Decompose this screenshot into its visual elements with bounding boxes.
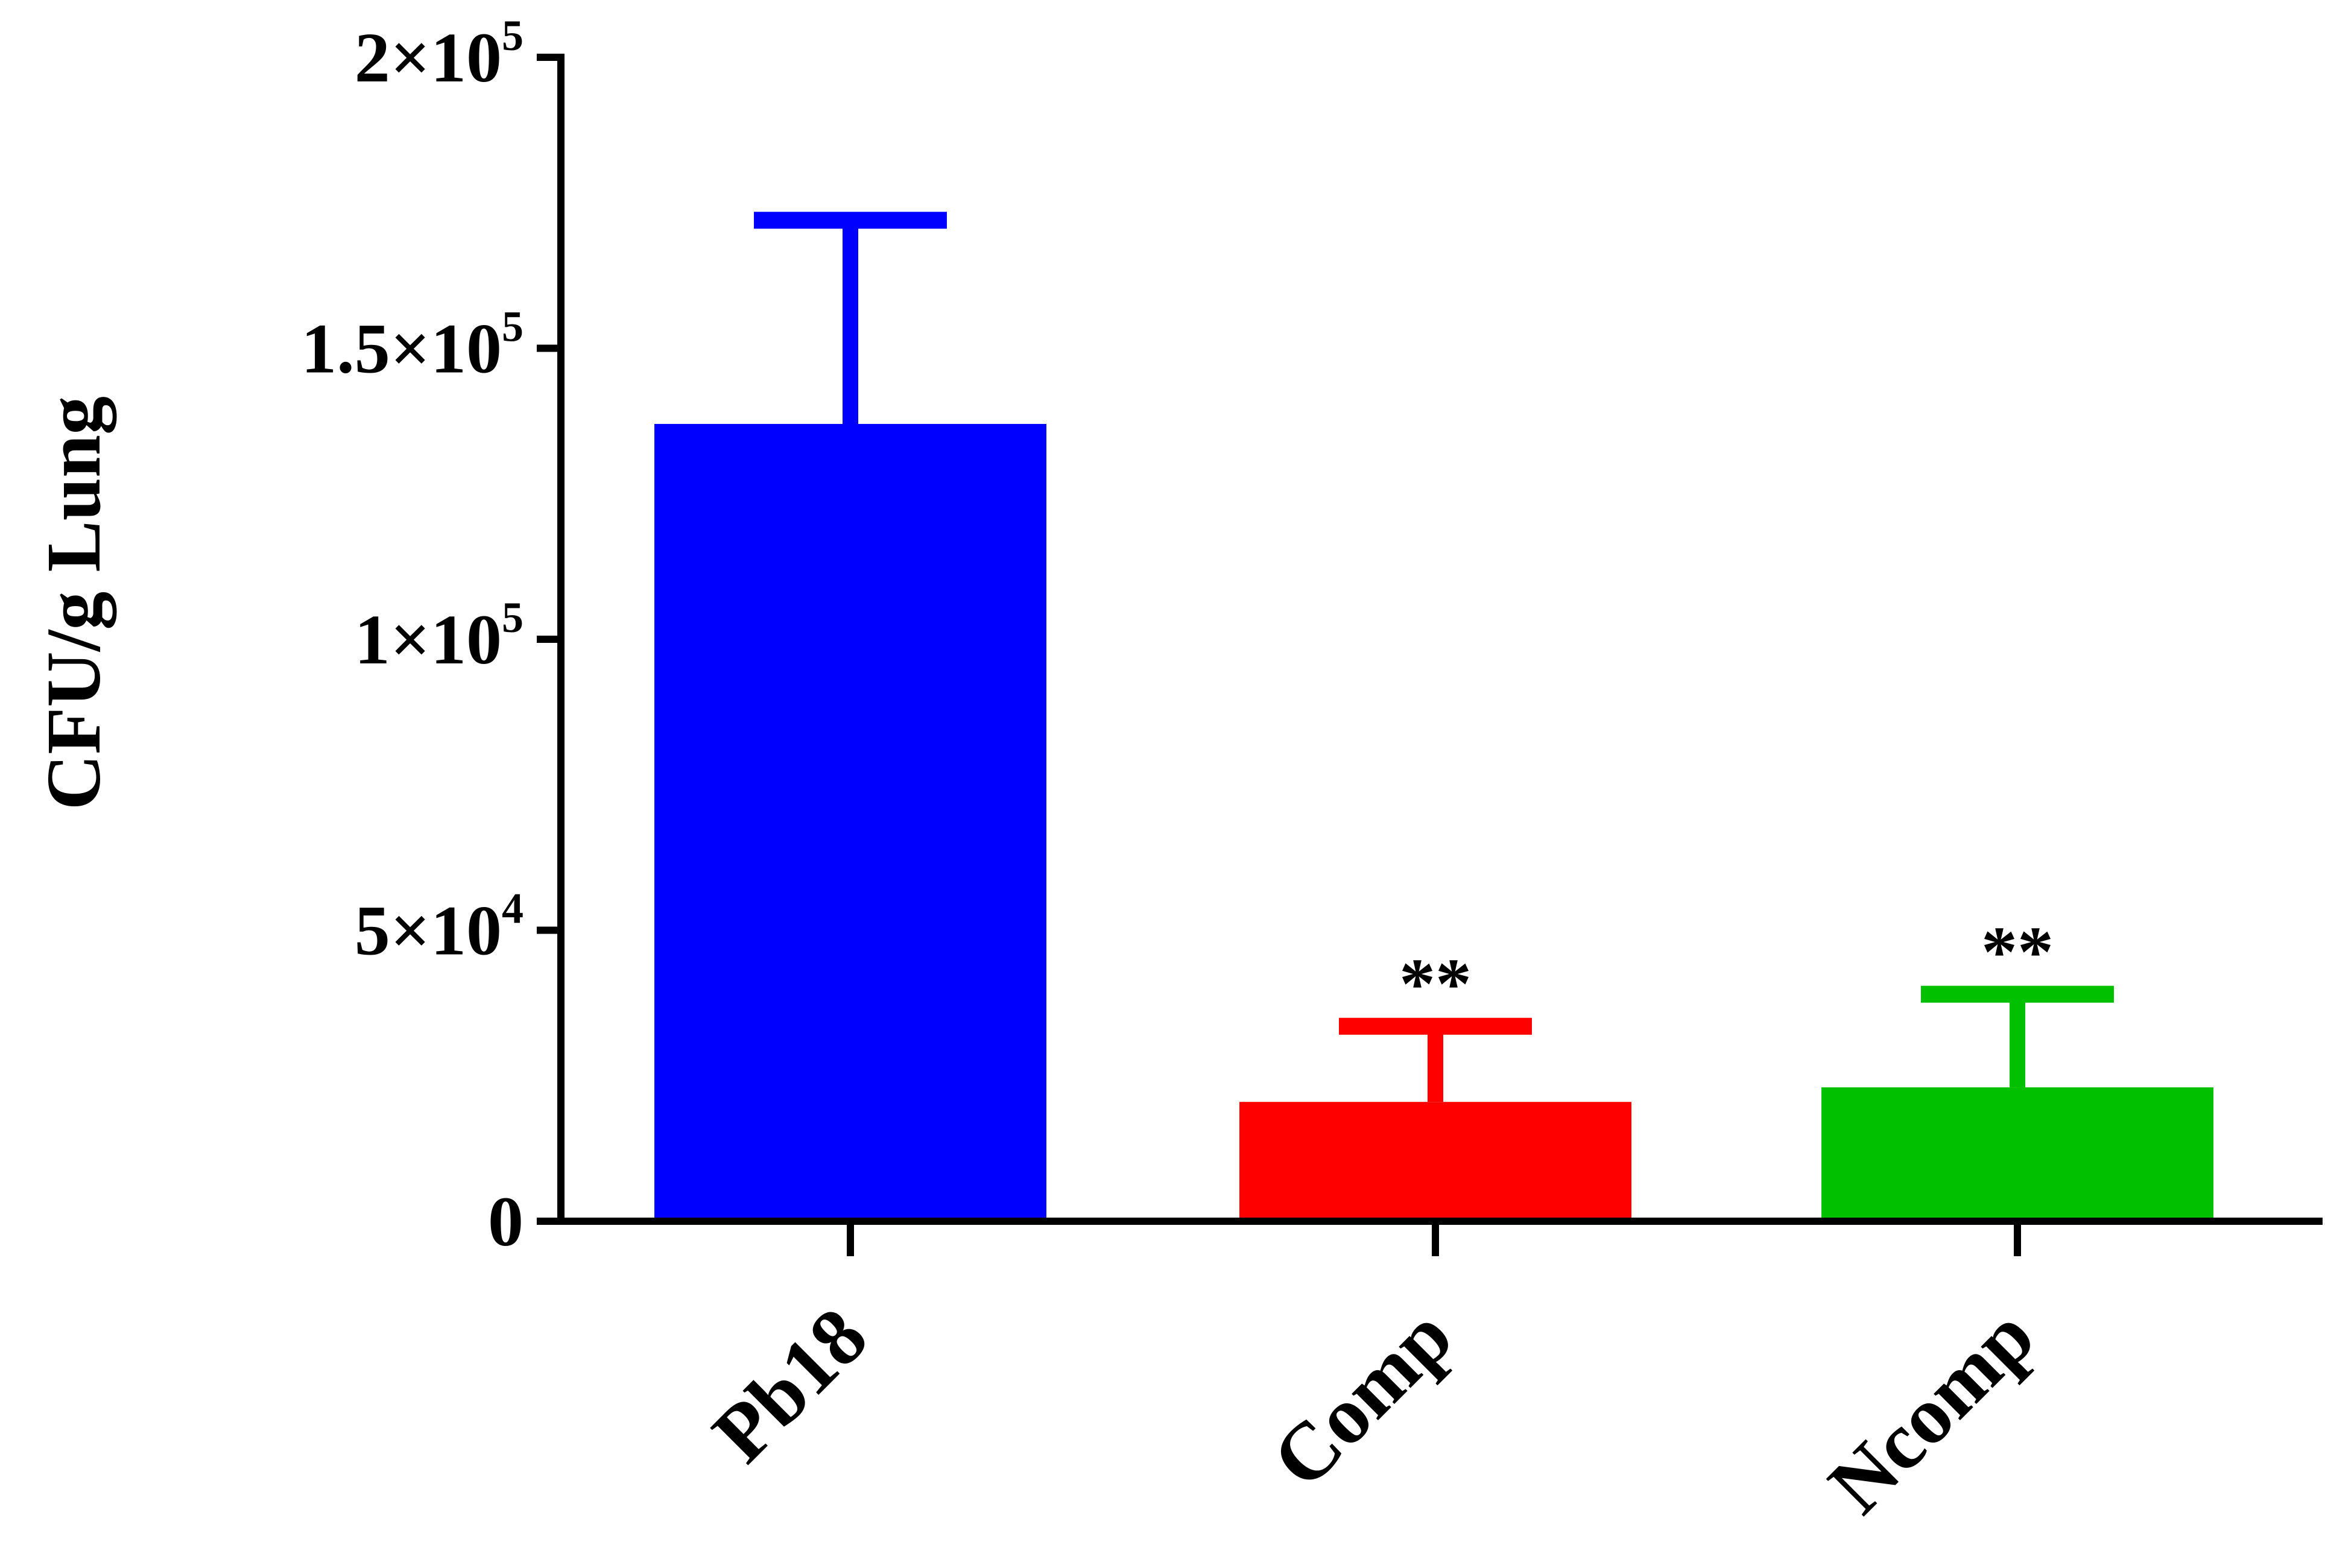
- y-tick-label: 1×105: [355, 593, 524, 679]
- category-label-ncomp: Ncomp: [1812, 1291, 2051, 1531]
- bars-layer: [654, 423, 2213, 1222]
- significance-marker-ncomp: **: [1981, 912, 2054, 992]
- category-label-comp: Comp: [1256, 1291, 1470, 1505]
- category-label-pb18: Pb18: [696, 1291, 884, 1479]
- y-tick-label: 0: [488, 1182, 524, 1261]
- significance-marker-comp: **: [1399, 944, 1472, 1024]
- y-axis-title: CFU/g Lung: [31, 396, 116, 810]
- y-axis-title-group: CFU/g Lung: [31, 396, 116, 810]
- y-tick-label: 1.5×105: [301, 303, 524, 388]
- significance-layer: ** **: [1399, 912, 2054, 1024]
- y-ticks-layer: 0 5×104 1×105 1.5×105 2×105: [301, 11, 561, 1261]
- bar-pb18: [654, 423, 1046, 1222]
- y-tick-label: 5×104: [355, 885, 524, 970]
- bar-ncomp: [1821, 1087, 2213, 1221]
- category-labels-layer: Pb18 Comp Ncomp: [696, 1291, 2051, 1531]
- y-tick-label: 2×105: [355, 11, 524, 97]
- error-bars-layer: [754, 212, 2114, 1102]
- bar-comp: [1239, 1102, 1631, 1221]
- x-ticks-layer: [847, 1221, 2021, 1256]
